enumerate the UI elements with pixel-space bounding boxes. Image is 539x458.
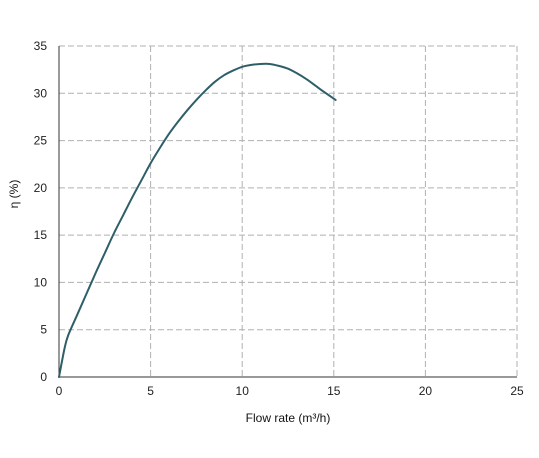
y-tick-label: 20 xyxy=(34,181,48,195)
y-tick-label: 0 xyxy=(40,370,47,384)
y-tick-label: 30 xyxy=(34,86,48,100)
y-tick-label: 10 xyxy=(34,275,48,289)
y-tick-label: 5 xyxy=(40,323,47,337)
series-line xyxy=(58,62,337,378)
x-tick-label: 10 xyxy=(236,384,250,398)
x-tick-label: 25 xyxy=(510,384,524,398)
x-tick-label: 15 xyxy=(327,384,341,398)
tick-labels: 0 5 10 15 20 25 0 5 10 15 20 25 30 35 xyxy=(34,39,524,398)
y-tick-label: 35 xyxy=(34,39,48,53)
x-tick-label: 20 xyxy=(419,384,433,398)
x-tick-label: 0 xyxy=(56,384,63,398)
y-tick-label: 25 xyxy=(34,134,48,148)
x-axis-title: Flow rate (m³/h) xyxy=(246,411,331,425)
y-tick-label: 15 xyxy=(34,228,48,242)
axes xyxy=(58,46,517,378)
grid xyxy=(59,45,518,377)
series-lines xyxy=(58,62,337,378)
y-axis-title: η (%) xyxy=(7,180,21,209)
x-tick-label: 5 xyxy=(147,384,154,398)
